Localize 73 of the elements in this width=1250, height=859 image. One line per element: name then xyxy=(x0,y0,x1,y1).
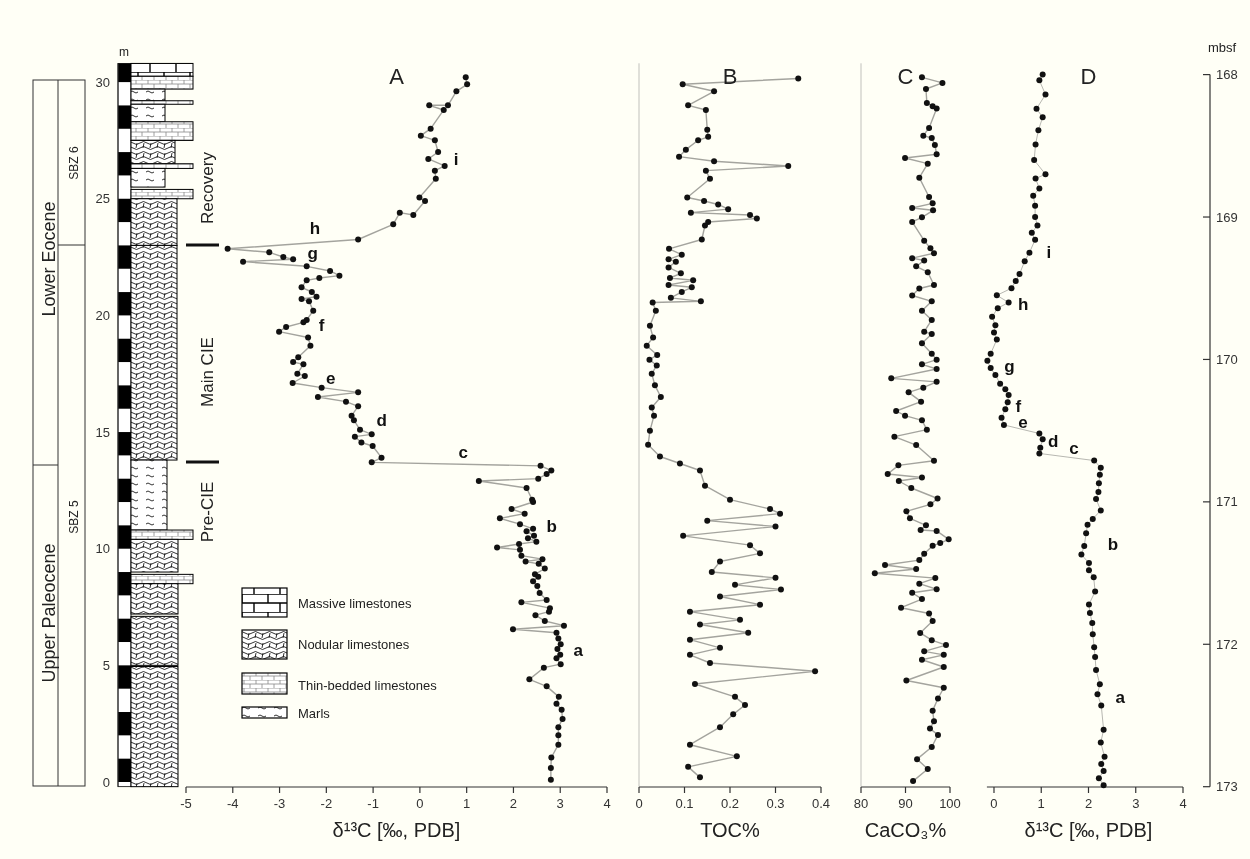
x-tick-label: -5 xyxy=(180,796,192,811)
x-tick-label: 3 xyxy=(1132,796,1140,811)
annotation: Massive limestones xyxy=(298,595,412,611)
annotation: a xyxy=(573,640,584,660)
annotation: b xyxy=(1107,534,1119,554)
x-tick-label: 3 xyxy=(556,796,564,811)
x-tick-label: 4 xyxy=(603,796,611,811)
annotation: e xyxy=(325,369,336,389)
x-tick-label: 80 xyxy=(853,796,869,811)
y2-tick-label: 172 xyxy=(1216,636,1238,652)
annotation: d xyxy=(376,410,387,430)
y-tick-label: 10 xyxy=(95,541,110,557)
x-tick-label: 100 xyxy=(939,796,961,811)
x-tick-label: 0.4 xyxy=(811,796,831,811)
x-axis-title: δ¹³C [‰, PDB] xyxy=(1024,819,1153,841)
x-axis-title: CaCO₃% xyxy=(864,819,947,841)
x-tick-label: 4 xyxy=(1179,796,1187,811)
chart-title: D xyxy=(1080,64,1097,89)
text: SBZ 6 xyxy=(67,146,82,180)
x-tick-label: -4 xyxy=(227,796,239,811)
chart-title: A xyxy=(389,64,405,89)
y-tick-label: 20 xyxy=(95,307,110,323)
x-tick-label: 2 xyxy=(509,796,518,811)
y2-axis-title: mbsf xyxy=(1207,40,1237,55)
annotation: Marls xyxy=(298,705,331,721)
annotation: a xyxy=(1115,687,1126,707)
y2-tick-label: 169 xyxy=(1216,209,1238,225)
y2-tick-label: 171 xyxy=(1216,494,1238,510)
x-tick-label: 0.2 xyxy=(720,796,740,811)
x-tick-label: -2 xyxy=(320,796,333,811)
annotation: Thin-bedded limestones xyxy=(298,677,438,693)
annotation: i xyxy=(453,149,459,169)
chart-title: B xyxy=(722,64,738,89)
x-axis-title: TOC% xyxy=(700,819,761,841)
x-tick-label: 1 xyxy=(463,796,471,811)
text: Upper Paleocene xyxy=(39,543,60,683)
text: SBZ 5 xyxy=(67,500,82,534)
annotation: h xyxy=(309,218,321,238)
x-tick-label: -3 xyxy=(273,796,286,811)
x-tick-label: 0 xyxy=(416,796,424,811)
annotation: g xyxy=(307,244,318,264)
annotation: g xyxy=(1004,356,1015,376)
annotation: Main CIE xyxy=(197,337,217,407)
chart-title: C xyxy=(897,64,914,89)
y2-tick-label: 170 xyxy=(1216,351,1238,367)
annotation: b xyxy=(546,516,557,536)
x-tick-label: 0 xyxy=(635,796,643,811)
y2-tick-label: 173 xyxy=(1216,779,1238,795)
x-tick-label: 1 xyxy=(1037,796,1045,811)
text: Lower Eocene xyxy=(39,201,60,317)
y-tick-label: 25 xyxy=(95,191,110,207)
annotation: d xyxy=(1048,432,1059,452)
annotation: f xyxy=(318,315,325,335)
y-tick-label: 15 xyxy=(95,424,110,440)
y2-tick-label: 168 xyxy=(1216,67,1238,83)
y-tick-label: 0 xyxy=(102,774,110,790)
x-tick-label: 0.3 xyxy=(766,796,785,811)
y-tick-label: 5 xyxy=(102,657,110,673)
annotation: i xyxy=(1046,242,1052,262)
x-axis-title: δ¹³C [‰, PDB] xyxy=(332,819,461,841)
y-axis-title: m xyxy=(119,45,129,59)
x-tick-label: 90 xyxy=(898,796,913,811)
annotation: h xyxy=(1017,295,1029,315)
annotation: Pre-CIE xyxy=(197,481,217,543)
annotation: Nodular limestones xyxy=(298,636,410,652)
y-tick-label: 30 xyxy=(95,74,110,90)
x-tick-label: 2 xyxy=(1084,796,1093,811)
annotation: Recovery xyxy=(197,151,217,224)
x-tick-label: 0.1 xyxy=(675,796,694,811)
x-tick-label: 0 xyxy=(990,796,998,811)
annotation: c xyxy=(458,442,469,462)
annotation: c xyxy=(1069,439,1079,459)
x-tick-label: -1 xyxy=(367,796,379,811)
